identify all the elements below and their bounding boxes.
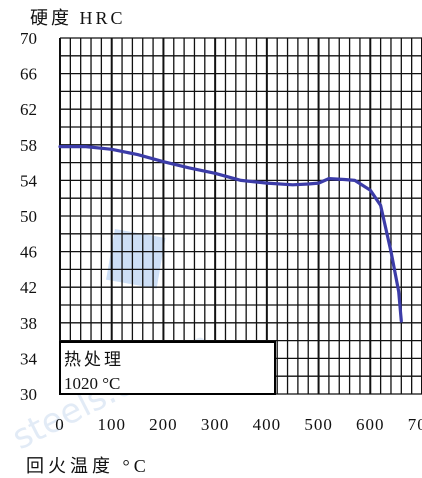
y-tick-label: 50	[20, 207, 37, 226]
x-tick-label: 400	[253, 415, 282, 434]
y-tick-label: 34	[20, 349, 38, 368]
y-tick-labels: 30 34 38 42 46 50 54 58 62 66 70	[20, 29, 38, 404]
series-layer	[58, 145, 403, 323]
y-tick-label: 58	[20, 136, 37, 155]
y-tick-label: 46	[20, 243, 37, 262]
x-tick-label: 200	[149, 415, 178, 434]
x-tick-label: 700	[408, 415, 422, 434]
x-tick-label: 600	[356, 415, 385, 434]
x-tick-label: 100	[97, 415, 126, 434]
y-tick-label: 42	[20, 278, 37, 297]
y-tick-label: 66	[20, 65, 37, 84]
y-axis-label: 硬度 HRC	[30, 8, 126, 28]
y-tick-label: 30	[20, 385, 37, 404]
y-tick-label: 70	[20, 29, 37, 48]
x-axis-label: 回火温度 °C	[26, 456, 150, 476]
x-tick-label: 500	[304, 415, 333, 434]
x-tick-label: 300	[201, 415, 230, 434]
watermark-logo: ◆	[70, 187, 193, 319]
annotation-line1: 热处理	[64, 350, 124, 369]
x-tick-label: 0	[55, 415, 65, 434]
heat-treatment-annotation: 热处理 1020 °C	[59, 341, 276, 395]
y-tick-label: 62	[20, 100, 37, 119]
y-tick-label: 54	[20, 171, 38, 190]
series-line	[58, 145, 403, 323]
annotation-line2: 1020 °C	[64, 374, 120, 393]
y-tick-label: 38	[20, 314, 37, 333]
plot-grid	[59, 37, 422, 395]
x-tick-labels: 0 100 200 300 400 500 600 700	[55, 415, 422, 434]
annotation-box	[59, 341, 276, 395]
